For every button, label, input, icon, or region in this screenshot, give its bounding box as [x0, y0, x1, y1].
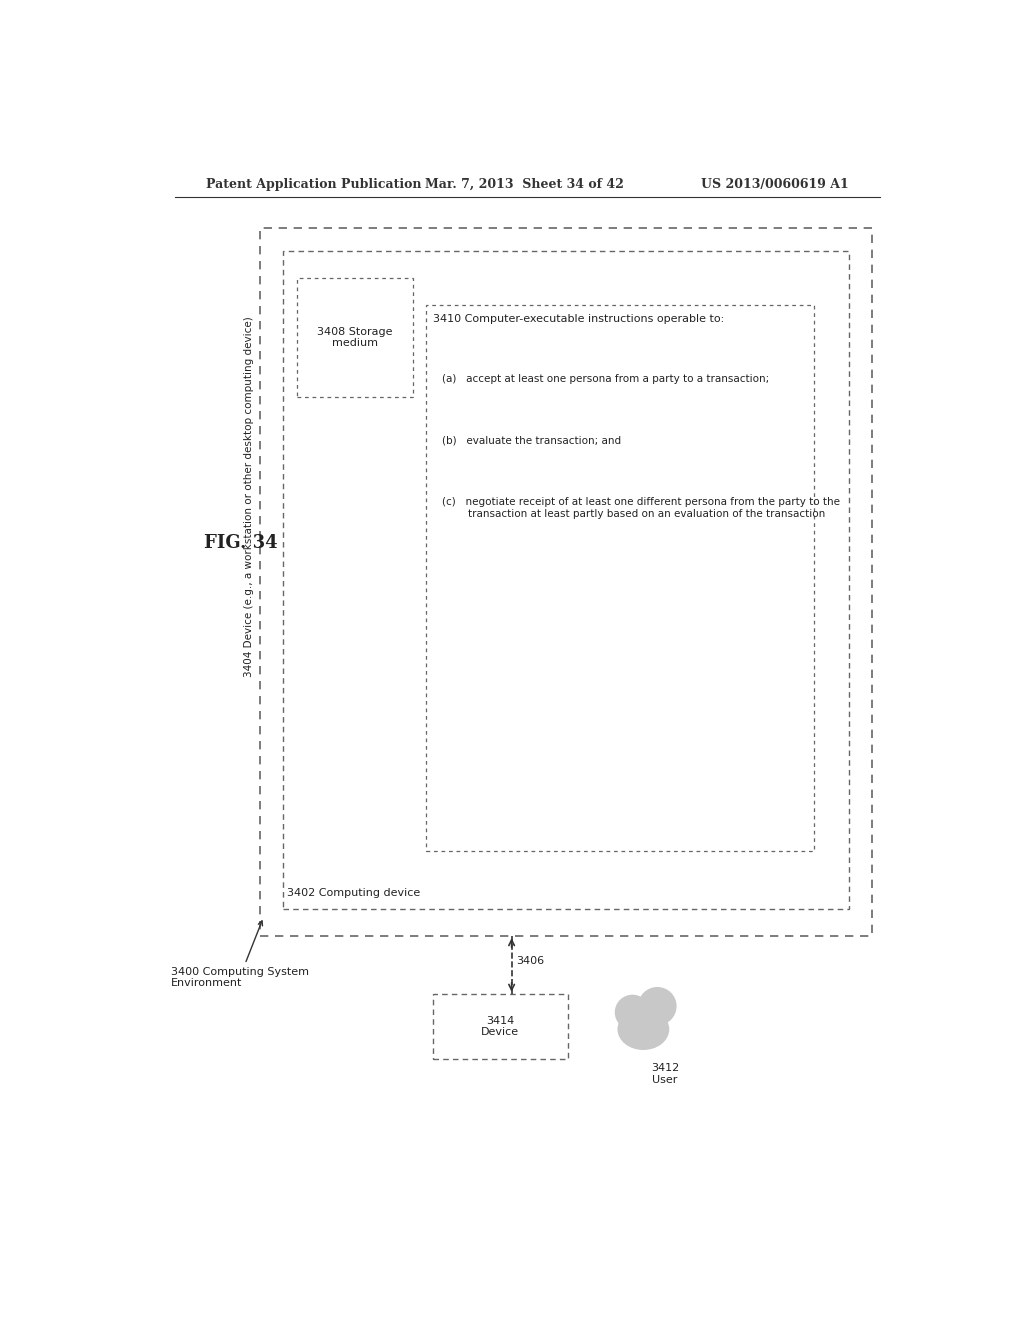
Circle shape — [615, 995, 649, 1030]
Text: 3408 Storage
medium: 3408 Storage medium — [317, 326, 393, 348]
Text: FIG. 34: FIG. 34 — [204, 535, 278, 552]
Text: (a)   accept at least one persona from a party to a transaction;: (a) accept at least one persona from a p… — [442, 374, 769, 384]
Text: (c)   negotiate receipt of at least one different persona from the party to the
: (c) negotiate receipt of at least one di… — [442, 498, 840, 519]
Ellipse shape — [618, 1010, 669, 1049]
Text: Patent Application Publication: Patent Application Publication — [206, 178, 421, 190]
Text: (b)   evaluate the transaction; and: (b) evaluate the transaction; and — [442, 436, 621, 446]
Text: 3400 Computing System
Environment: 3400 Computing System Environment — [171, 921, 308, 989]
Text: 3412
User: 3412 User — [651, 1063, 679, 1085]
Text: 3404 Device (e.g., a workstation or other desktop computing device): 3404 Device (e.g., a workstation or othe… — [244, 317, 254, 677]
Text: 3406: 3406 — [516, 956, 545, 966]
Circle shape — [639, 987, 676, 1024]
Text: 3402 Computing device: 3402 Computing device — [287, 888, 420, 899]
Text: US 2013/0060619 A1: US 2013/0060619 A1 — [701, 178, 849, 190]
Text: 3414
Device: 3414 Device — [481, 1016, 519, 1038]
Text: Mar. 7, 2013  Sheet 34 of 42: Mar. 7, 2013 Sheet 34 of 42 — [425, 178, 625, 190]
Text: 3410 Computer-executable instructions operable to:: 3410 Computer-executable instructions op… — [432, 314, 724, 323]
